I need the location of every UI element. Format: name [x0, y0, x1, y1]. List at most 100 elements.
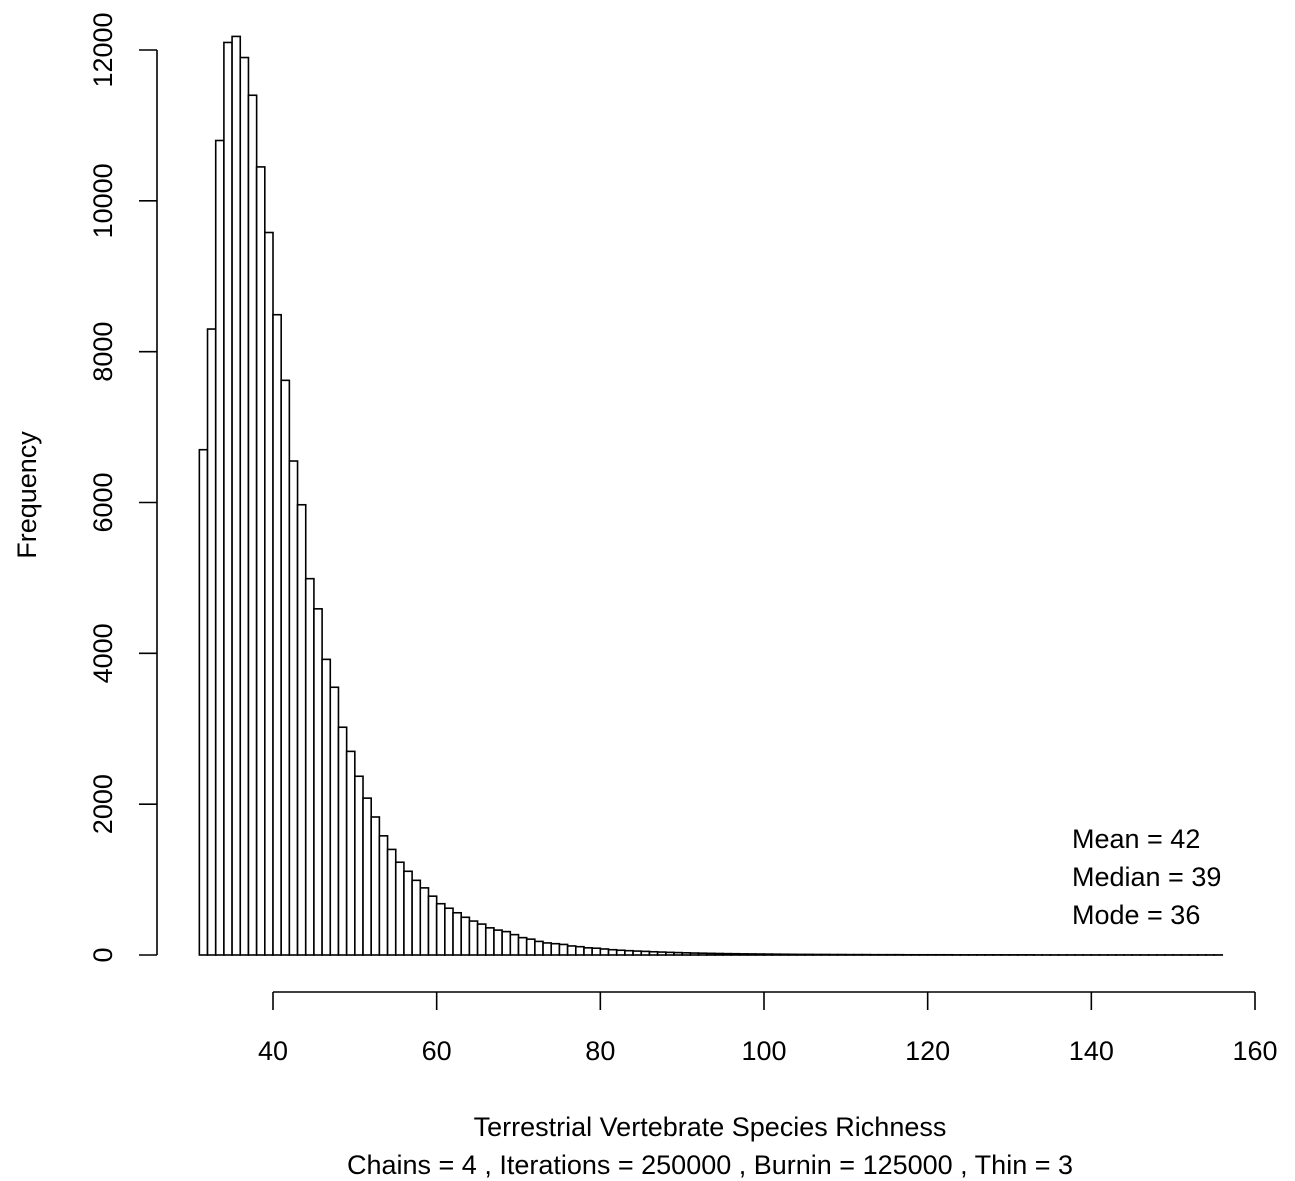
histogram-bar — [673, 951, 683, 956]
histogram-bar — [583, 947, 593, 956]
histogram-bar — [288, 460, 299, 956]
histogram-bar — [812, 953, 823, 956]
histogram-bar — [476, 923, 487, 956]
x-tick-label: 160 — [1232, 1036, 1277, 1066]
histogram-bar — [403, 870, 413, 956]
histogram-bar — [501, 930, 512, 956]
histogram-bar — [247, 94, 258, 956]
histogram-bar — [607, 948, 618, 956]
histogram-bar — [550, 942, 561, 956]
histogram-bar — [615, 949, 626, 956]
histogram-bar — [493, 929, 503, 956]
histogram-bar — [779, 953, 790, 956]
histogram-bar — [452, 911, 463, 956]
histogram-bar — [697, 952, 708, 956]
histogram-bar — [345, 750, 356, 956]
histogram-bar — [239, 56, 250, 956]
y-tick-label: 2000 — [88, 774, 118, 834]
histogram-bar — [787, 953, 798, 956]
histogram-bar — [370, 816, 381, 956]
histogram-bar — [444, 907, 454, 956]
histogram-bar — [795, 953, 806, 956]
histogram-bar — [656, 951, 667, 956]
histogram-bar — [198, 448, 209, 956]
histogram-bar — [231, 35, 242, 956]
y-axis-label: Frequency — [12, 431, 42, 559]
histogram-bar — [509, 933, 520, 956]
histogram-bar — [804, 953, 814, 956]
histogram-bar — [354, 775, 364, 956]
histogram-bar — [313, 608, 323, 956]
histogram-bar — [771, 953, 782, 956]
histogram-bar — [624, 949, 634, 956]
histogram-bar — [223, 41, 233, 956]
histogram-bar — [542, 942, 553, 956]
annotation-mean: Mean = 42 — [1072, 824, 1200, 854]
histogram-bar — [574, 945, 585, 956]
histogram-bar — [558, 943, 569, 956]
histogram-bar — [746, 953, 757, 956]
histogram-bar — [255, 166, 266, 956]
histogram-bar — [296, 503, 307, 956]
histogram-bar — [525, 938, 536, 956]
x-tick-label: 40 — [258, 1036, 288, 1066]
histogram-bar — [460, 916, 471, 956]
x-tick-label: 140 — [1069, 1036, 1114, 1066]
x-axis-label: Terrestrial Vertebrate Species Richness — [474, 1112, 947, 1142]
histogram-bar — [591, 947, 602, 956]
histogram-bar — [362, 797, 372, 956]
histogram-bar — [714, 952, 724, 956]
histogram-bar — [820, 953, 831, 956]
histogram-bar — [304, 577, 315, 956]
histogram-bar — [689, 952, 700, 956]
annotation-mode: Mode = 36 — [1072, 900, 1200, 930]
histogram-bar — [632, 950, 643, 956]
histogram-bar — [738, 953, 749, 956]
histogram-bar — [378, 835, 389, 956]
histogram-bar — [427, 895, 438, 956]
histogram-bar — [681, 952, 692, 956]
y-tick-label: 0 — [88, 947, 118, 962]
y-tick-label: 12000 — [88, 12, 118, 87]
histogram-bar — [386, 848, 397, 956]
histogram-bar — [280, 379, 291, 956]
histogram-bar — [206, 328, 217, 956]
histogram-bar — [411, 879, 422, 956]
x-tick-label: 60 — [422, 1036, 452, 1066]
histogram-bar — [264, 231, 274, 956]
histogram-bar — [640, 950, 651, 956]
histogram-bar — [705, 952, 716, 956]
histogram-bar — [272, 313, 282, 956]
y-tick-label: 8000 — [88, 322, 118, 382]
histogram-bar — [394, 861, 405, 956]
y-tick-label: 6000 — [88, 472, 118, 532]
histogram-bar — [435, 902, 446, 956]
x-tick-label: 80 — [585, 1036, 615, 1066]
x-tick-label: 120 — [905, 1036, 950, 1066]
histogram-bar — [484, 927, 495, 956]
y-tick-label: 10000 — [88, 163, 118, 238]
annotation-median: Median = 39 — [1072, 862, 1221, 892]
chart-subtitle: Chains = 4 , Iterations = 250000 , Burni… — [347, 1150, 1073, 1180]
x-axis: 40 60 80 100 120 140 160 — [258, 991, 1278, 1066]
histogram-bar — [566, 945, 577, 956]
histogram-bar — [321, 658, 332, 956]
histogram-bar — [664, 951, 675, 956]
histogram-bar — [599, 948, 610, 956]
y-axis: 0 2000 4000 6000 8000 10000 12000 — [88, 12, 158, 963]
histogram-bar — [763, 953, 773, 956]
histogram-bar — [648, 950, 659, 956]
histogram-bar — [534, 940, 544, 956]
y-tick-label: 4000 — [88, 623, 118, 683]
histogram-bar — [517, 936, 528, 956]
histogram-bar — [337, 726, 348, 956]
histogram-bar — [722, 952, 733, 956]
histogram-bar — [468, 920, 479, 956]
histogram-bar — [730, 952, 741, 956]
histogram-bars — [198, 35, 1224, 956]
histogram-bar — [329, 686, 340, 956]
histogram-bar — [419, 887, 430, 956]
histogram-bar — [755, 953, 765, 956]
x-tick-label: 100 — [741, 1036, 786, 1066]
